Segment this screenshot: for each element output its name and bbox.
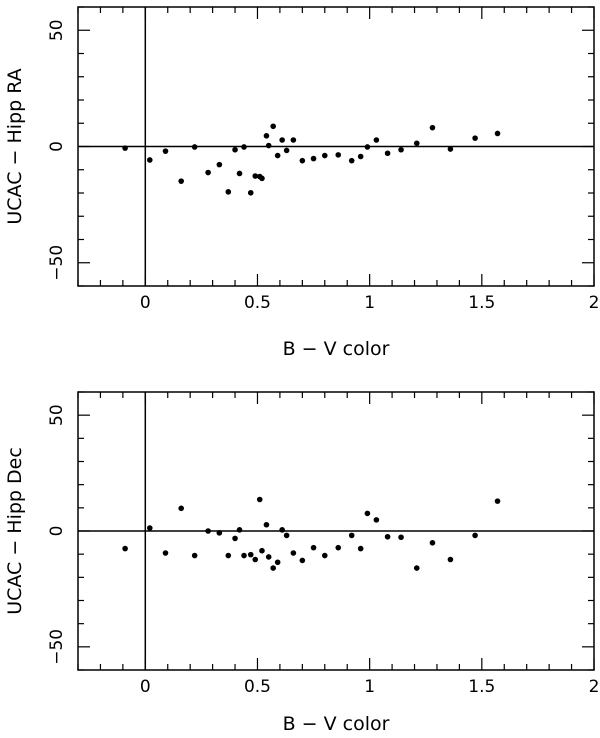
data-point: [252, 173, 259, 179]
data-point: [447, 556, 454, 563]
data-point: [146, 157, 153, 163]
y-tick-label: 50: [47, 404, 67, 426]
data-point: [236, 527, 243, 533]
data-point: [122, 545, 128, 552]
data-point: [247, 189, 254, 196]
data-point: [384, 150, 391, 157]
data-point: [364, 510, 371, 517]
x-tick-label: 2: [589, 293, 600, 313]
data-point: [321, 552, 328, 559]
x-axis-label: B − V color: [283, 338, 390, 360]
data-point: [225, 552, 232, 559]
data-point: [384, 533, 391, 540]
data-point: [225, 189, 232, 195]
data-point: [472, 135, 478, 141]
data-point: [146, 525, 153, 531]
x-tick-label: 0.5: [244, 677, 271, 697]
data-point: [122, 145, 128, 151]
data-point: [279, 137, 285, 143]
data-point: [270, 123, 276, 130]
data-point: [279, 527, 285, 533]
x-tick-label: 0: [140, 293, 151, 313]
data-point: [373, 137, 380, 143]
y-tick-label: 0: [47, 526, 67, 537]
data-point: [270, 565, 276, 571]
y-axis-label: UCAC − Hipp RA: [4, 68, 26, 224]
y-axis-label: UCAC − Hipp Dec: [4, 447, 26, 615]
data-point: [232, 535, 238, 542]
data-point: [310, 155, 317, 162]
data-point: [216, 530, 223, 536]
data-point: [191, 144, 198, 150]
data-point: [178, 178, 184, 184]
data-point: [398, 146, 404, 153]
data-point: [256, 496, 263, 503]
data-point: [263, 133, 270, 139]
data-point: [290, 550, 297, 556]
data-point: [335, 544, 342, 551]
data-point: [310, 544, 317, 551]
data-point: [274, 559, 281, 566]
chart-panel-2: 0 0.5 1 1.5 2 −50 0 50 B − V color UCAC − Hipp De…: [4, 391, 600, 735]
data-point: [398, 534, 404, 541]
y-tick-label: −50: [47, 245, 67, 281]
data-point: [205, 528, 211, 534]
x-tick-label: 1.5: [468, 677, 495, 697]
data-point: [232, 146, 238, 153]
data-point: [429, 540, 436, 546]
data-point: [162, 550, 169, 556]
data-point: [373, 517, 380, 523]
data-point: [216, 161, 223, 168]
data-point: [283, 532, 290, 539]
data-point: [299, 157, 306, 164]
data-point: [429, 124, 436, 131]
data-point: [299, 557, 306, 564]
data-point: [162, 148, 169, 154]
data-point: [290, 137, 297, 143]
y-tick-label: 50: [47, 19, 67, 41]
data-point: [472, 532, 478, 539]
data-point: [348, 532, 355, 539]
data-point: [413, 565, 420, 571]
y-tick-label: 0: [47, 141, 67, 152]
data-point: [274, 152, 281, 159]
data-point: [364, 144, 371, 150]
data-point: [259, 175, 265, 182]
data-point: [236, 170, 243, 177]
data-point: [348, 157, 355, 164]
data-point: [265, 142, 272, 149]
data-point: [321, 152, 328, 159]
x-tick-label: 2: [589, 677, 600, 697]
data-point: [241, 552, 247, 559]
y-tick-label: −50: [47, 629, 67, 665]
data-point: [357, 545, 364, 552]
data-point: [247, 551, 254, 558]
x-axis-label: B − V color: [283, 713, 390, 735]
x-tick-label: 0: [140, 677, 151, 697]
data-point: [259, 547, 265, 554]
data-point: [241, 144, 247, 150]
data-point: [447, 146, 454, 152]
data-point: [263, 521, 270, 528]
data-point: [178, 505, 184, 512]
data-point: [494, 498, 501, 504]
chart-panel-1: 0 0.5 1 1.5 2 −50 0 50 B − V color UCAC − Hipp RA: [4, 6, 600, 360]
x-tick-label: 1.5: [468, 293, 495, 313]
data-point: [357, 153, 364, 160]
data-point: [494, 130, 501, 137]
data-point: [191, 552, 198, 559]
x-tick-label: 1: [364, 293, 375, 313]
data-point: [283, 147, 290, 154]
x-tick-label: 1: [364, 677, 375, 697]
data-point: [252, 556, 259, 563]
data-point: [335, 152, 342, 158]
data-point: [205, 169, 211, 176]
data-point: [265, 554, 272, 560]
x-tick-label: 0.5: [244, 293, 271, 313]
data-point: [413, 140, 420, 147]
